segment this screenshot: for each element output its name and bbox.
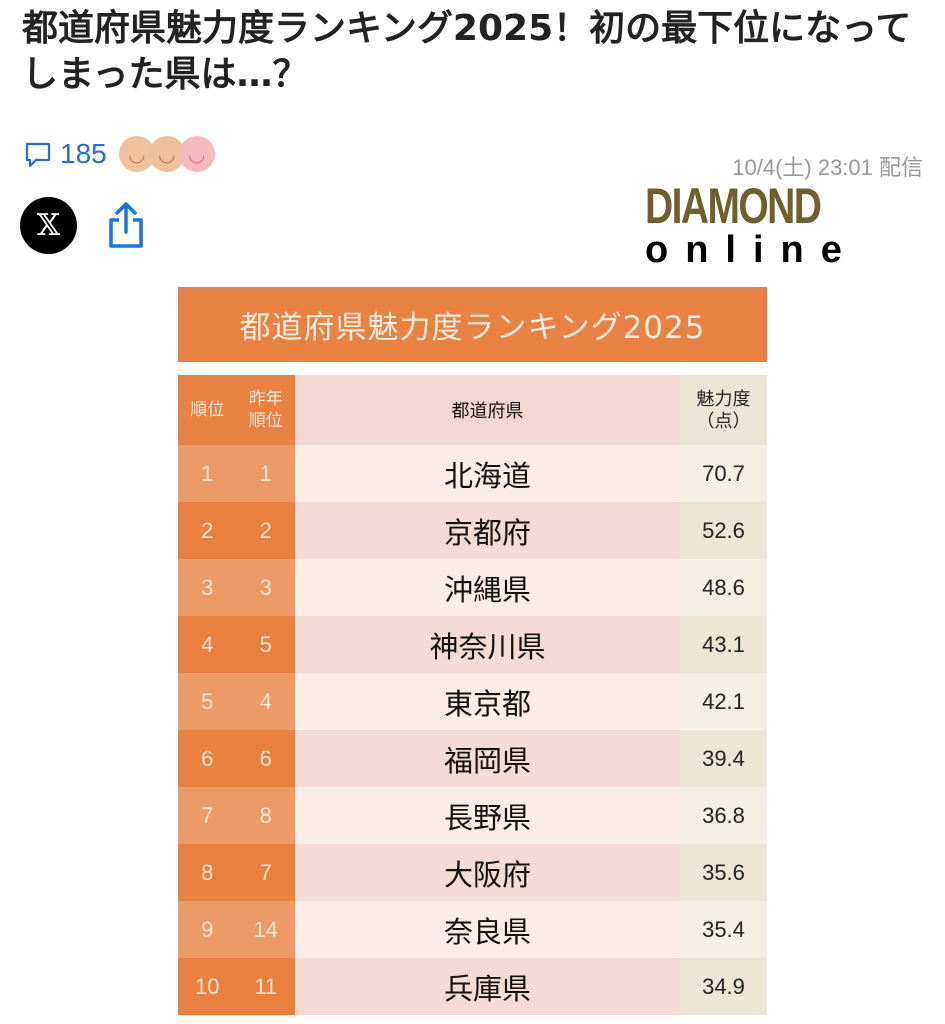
score-cell: 39.4 [680,730,767,787]
share-button[interactable] [106,200,146,250]
comment-icon[interactable] [24,141,52,168]
prefecture-cell: 京都府 [295,502,680,559]
rank-cell: 8 [178,844,237,901]
prev-rank-cell: 14 [236,901,295,958]
table-row: 5 4 東京都 42.1 [178,673,767,730]
article-meta: 185 ◡ ◡ ◡ [24,136,215,172]
reaction-faces[interactable]: ◡ ◡ ◡ [118,136,215,172]
score-cell: 42.1 [680,673,767,730]
table-row: 9 14 奈良県 35.4 [178,901,767,958]
prev-rank-cell: 8 [236,787,295,844]
header-prefecture: 都道府県 [295,375,680,445]
header-prev-rank: 昨年 順位 [236,375,295,445]
diamond-online-logo[interactable]: DIAMOND online [645,178,859,271]
header-score: 魅力度 （点） [680,375,767,445]
table-header-row: 順位 昨年 順位 都道府県 魅力度 （点） [178,375,767,445]
smile-face-icon: ◡ [178,136,215,172]
table-row: 10 11 兵庫県 34.9 [178,958,767,1015]
prefecture-cell: 兵庫県 [295,958,680,1015]
prefecture-cell: 神奈川県 [295,616,680,673]
table-row: 3 3 沖縄県 48.6 [178,559,767,616]
table-title: 都道府県魅力度ランキング2025 [178,287,767,362]
rank-cell: 1 [178,445,237,502]
smile-face-icon: ◡ [148,136,185,172]
rank-cell: 10 [178,958,237,1015]
score-cell: 35.4 [680,901,767,958]
score-cell: 70.7 [680,445,767,502]
prefecture-cell: 北海道 [295,445,680,502]
prev-rank-cell: 4 [236,673,295,730]
comment-count[interactable]: 185 [60,138,107,169]
article-title: 都道府県魅力度ランキング2025！初の最下位になってしまった県は…？ [22,8,912,95]
table-row: 1 1 北海道 70.7 [178,445,767,502]
prev-rank-cell: 11 [236,958,295,1015]
x-logo-icon: 𝕏 [36,208,61,243]
publish-date: 10/4(土) 23:01 配信 [732,155,923,180]
prev-rank-cell: 5 [236,616,295,673]
rank-cell: 7 [178,787,237,844]
header-rank: 順位 [178,375,237,445]
rank-cell: 4 [178,616,237,673]
prefecture-cell: 福岡県 [295,730,680,787]
table-row: 6 6 福岡県 39.4 [178,730,767,787]
score-cell: 34.9 [680,958,767,1015]
score-cell: 52.6 [680,502,767,559]
score-cell: 48.6 [680,559,767,616]
rank-cell: 6 [178,730,237,787]
score-cell: 43.1 [680,616,767,673]
table-row: 4 5 神奈川県 43.1 [178,616,767,673]
rank-cell: 9 [178,901,237,958]
prefecture-cell: 奈良県 [295,901,680,958]
rank-cell: 5 [178,673,237,730]
prefecture-cell: 沖縄県 [295,559,680,616]
prefecture-cell: 長野県 [295,787,680,844]
table-row: 7 8 長野県 36.8 [178,787,767,844]
prefecture-cell: 大阪府 [295,844,680,901]
rank-cell: 3 [178,559,237,616]
share-icon [109,202,143,248]
score-cell: 36.8 [680,787,767,844]
x-share-button[interactable]: 𝕏 [20,197,77,254]
rank-cell: 2 [178,502,237,559]
prev-rank-cell: 2 [236,502,295,559]
table-row: 2 2 京都府 52.6 [178,502,767,559]
prev-rank-cell: 3 [236,559,295,616]
prev-rank-cell: 6 [236,730,295,787]
table-row: 8 7 大阪府 35.6 [178,844,767,901]
score-cell: 35.6 [680,844,767,901]
prefecture-cell: 東京都 [295,673,680,730]
prev-rank-cell: 1 [236,445,295,502]
prev-rank-cell: 7 [236,844,295,901]
ranking-table: 都道府県魅力度ランキング2025 順位 昨年 順位 都道府県 魅力度 （点） 1… [178,287,767,1015]
